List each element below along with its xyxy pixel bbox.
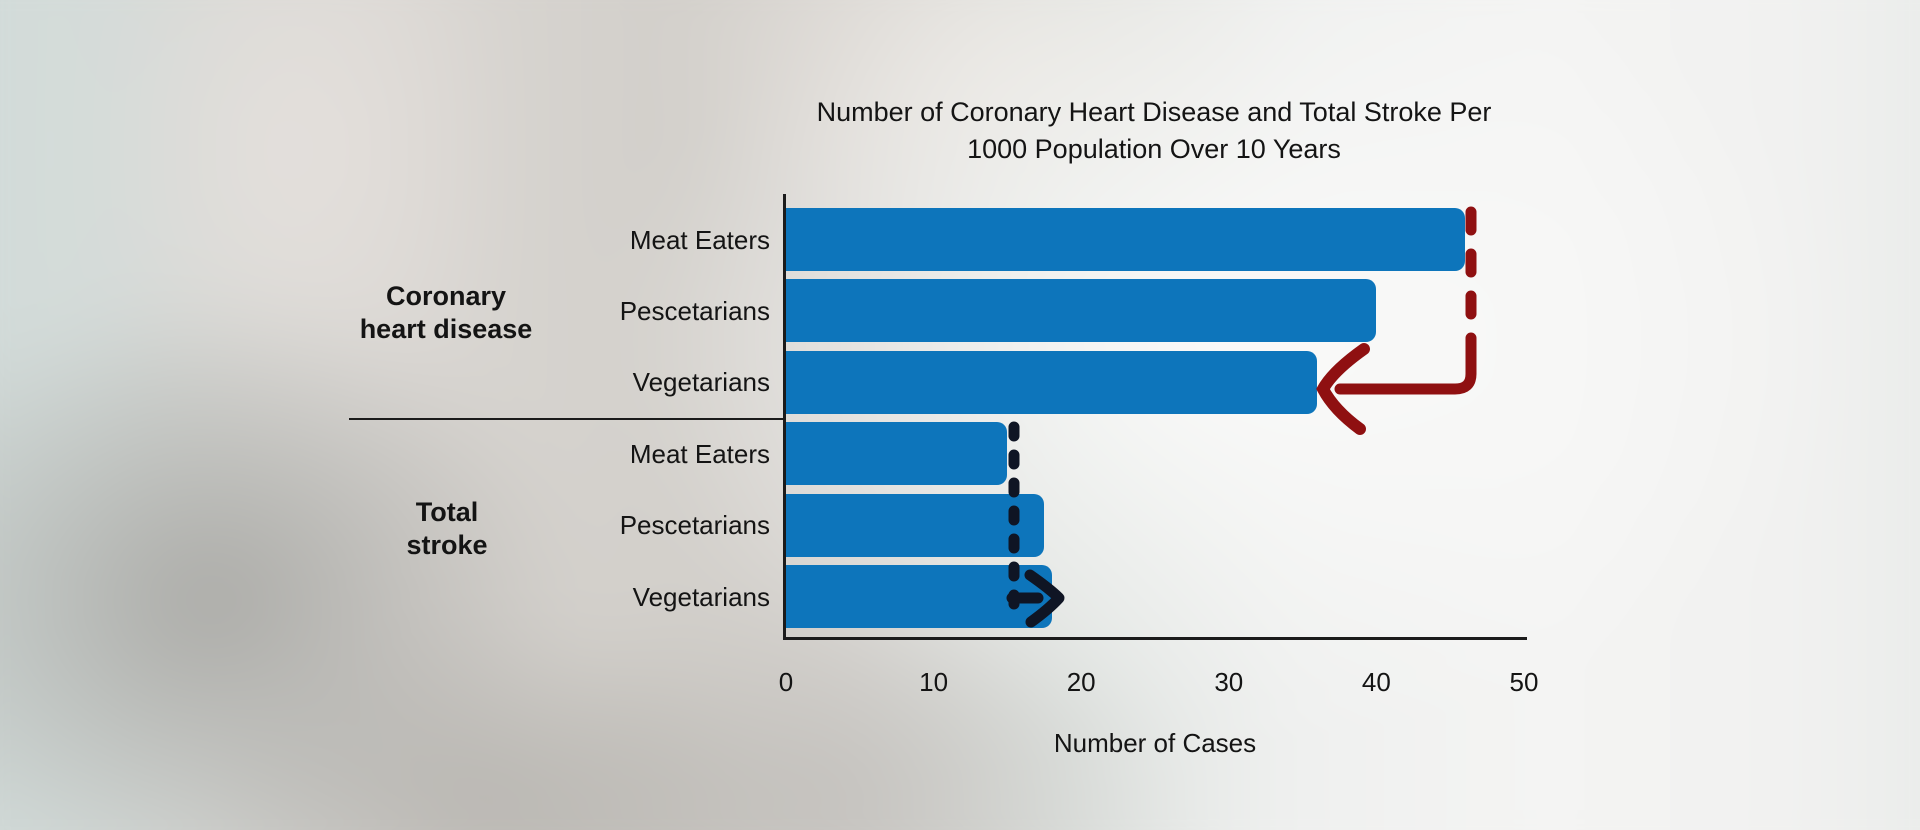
x-axis-line	[783, 637, 1527, 640]
x-tick-10: 10	[919, 667, 949, 697]
x-tick-40: 40	[1361, 667, 1391, 697]
bar-coronary-heart-disease-vegetarians	[786, 350, 1318, 414]
bar-total-stroke-vegetarians	[786, 565, 1052, 628]
chart-title: Number of Coronary Heart Disease and Tot…	[654, 94, 1654, 168]
x-tick-0: 0	[778, 667, 794, 697]
category-label-coronary-heart-disease-meat-eaters: Meat Eaters	[629, 224, 770, 255]
x-tick-30: 30	[1214, 667, 1244, 697]
category-label-total-stroke-meat-eaters: Meat Eaters	[629, 438, 770, 469]
category-label-total-stroke-pescetarians: Pescetarians	[619, 510, 770, 541]
category-label-total-stroke-vegetarians: Vegetarians	[632, 581, 770, 612]
category-label-coronary-heart-disease-pescetarians: Pescetarians	[619, 295, 770, 326]
bar-coronary-heart-disease-meat-eaters	[786, 208, 1465, 271]
x-tick-50: 50	[1509, 667, 1539, 697]
chart-title-line: Number of Coronary Heart Disease and Tot…	[816, 97, 1492, 127]
bar-total-stroke-pescetarians	[786, 493, 1045, 557]
bar-coronary-heart-disease-pescetarians	[786, 279, 1377, 343]
red-arrow-head-icon	[1316, 343, 1370, 435]
group-label-total-stroke: Total stroke	[406, 497, 488, 560]
category-label-coronary-heart-disease-vegetarians: Vegetarians	[632, 367, 770, 398]
y-axis-line	[783, 194, 786, 640]
group-divider-line	[349, 418, 785, 420]
x-tick-20: 20	[1066, 667, 1096, 697]
group-label-coronary-heart-disease: Coronary heart disease	[359, 281, 533, 344]
red-arrow-elbow	[1334, 350, 1477, 395]
bar-total-stroke-meat-eaters	[786, 422, 1008, 486]
chart-title-line: 1000 Population Over 10 Years	[967, 134, 1341, 164]
x-axis-label: Number of Cases	[1053, 728, 1257, 758]
